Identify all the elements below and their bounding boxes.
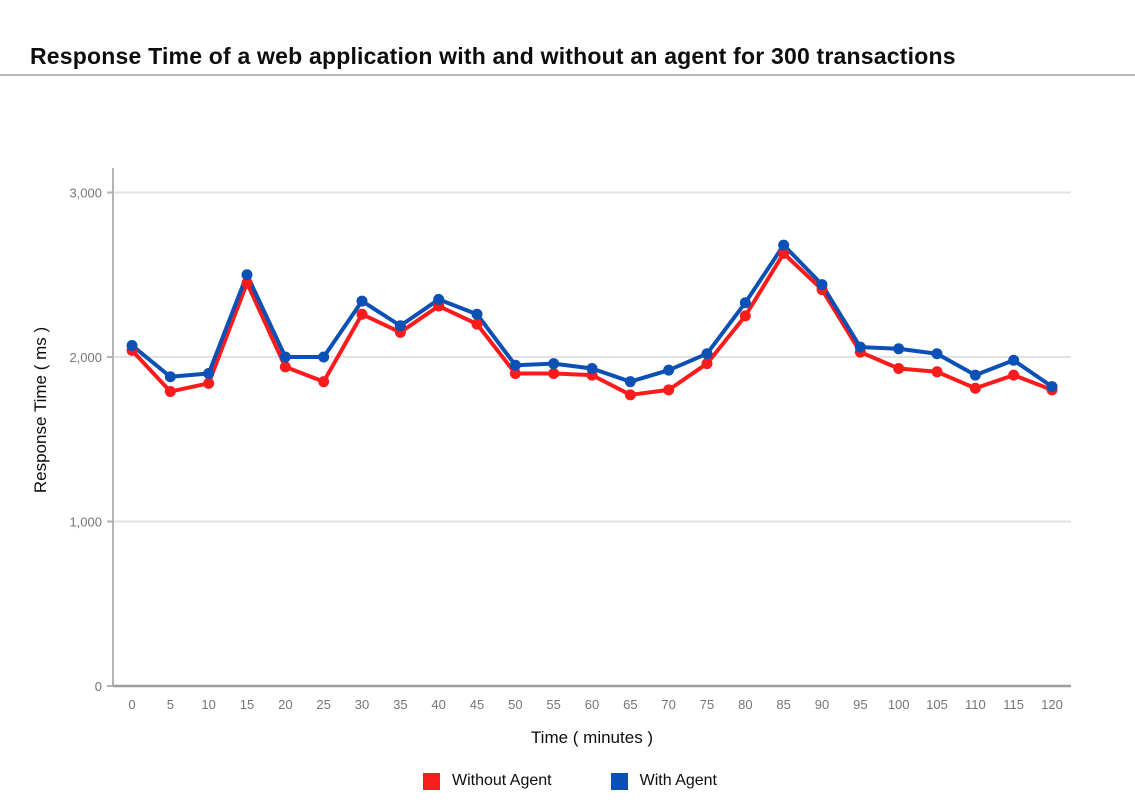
data-point-without-agent: [356, 308, 368, 320]
data-point-with-agent: [586, 363, 598, 375]
x-tick-label: 120: [1041, 697, 1063, 712]
data-point-with-agent: [241, 269, 253, 281]
data-point-with-agent: [356, 295, 368, 307]
legend-label-with-agent: With Agent: [639, 772, 717, 789]
data-point-with-agent: [548, 358, 560, 370]
data-point-without-agent: [279, 361, 291, 373]
x-tick-label: 75: [700, 697, 714, 712]
data-point-without-agent: [969, 382, 981, 394]
data-point-with-agent: [739, 297, 751, 309]
legend: Without Agent With Agent: [423, 772, 717, 790]
x-tick-label: 30: [355, 697, 369, 712]
data-point-with-agent: [203, 367, 215, 379]
data-point-with-agent: [1046, 381, 1058, 393]
legend-item-without-agent: Without Agent: [423, 772, 552, 790]
x-tick-label: 115: [1003, 697, 1024, 712]
legend-item-with-agent: With Agent: [610, 772, 717, 790]
x-tick-label: 55: [546, 697, 560, 712]
data-point-without-agent: [509, 367, 521, 379]
x-tick-label: 70: [661, 697, 675, 712]
data-point-with-agent: [126, 339, 138, 351]
data-point-without-agent: [931, 366, 943, 378]
data-point-without-agent: [624, 389, 636, 401]
data-point-with-agent: [471, 308, 483, 320]
page-title: Response Time of a web application with …: [30, 43, 956, 70]
y-axis-title: Response Time ( ms ): [31, 326, 50, 494]
x-tick-label: 35: [393, 697, 407, 712]
x-axis-title: Time ( minutes ): [530, 728, 654, 747]
data-point-with-agent: [778, 239, 790, 251]
x-tick-label: 20: [278, 697, 292, 712]
x-tick-label: 95: [853, 697, 867, 712]
legend-swatch-with-agent: [610, 772, 628, 790]
data-point-without-agent: [1008, 369, 1020, 381]
data-point-without-agent: [318, 376, 330, 388]
data-point-without-agent: [548, 367, 560, 379]
x-tick-label: 15: [240, 697, 254, 712]
data-point-without-agent: [701, 358, 713, 370]
x-tick-label: 5: [167, 697, 174, 712]
x-tick-label: 85: [776, 697, 790, 712]
y-tick-label: 1,000: [69, 515, 102, 530]
data-point-without-agent: [241, 277, 253, 289]
chart-plot: 0 1,000 2,000 3,000 0 5 10 15 20 25 30 35 40 45 50 55 60…: [69, 168, 1071, 712]
x-tick-label: 40: [431, 697, 445, 712]
data-point-with-agent: [701, 348, 713, 360]
data-point-with-agent: [816, 279, 828, 291]
data-point-without-agent: [739, 310, 751, 322]
data-point-with-agent: [893, 343, 905, 355]
x-tick-label: 100: [888, 697, 910, 712]
data-point-without-agent: [893, 363, 905, 375]
data-point-with-agent: [394, 320, 406, 332]
x-tick-label: 105: [926, 697, 948, 712]
data-point-without-agent: [203, 377, 215, 389]
data-point-with-agent: [1008, 354, 1020, 366]
x-tick-label: 10: [201, 697, 215, 712]
data-point-with-agent: [164, 371, 176, 383]
y-tick-label: 2,000: [69, 350, 102, 365]
title-divider: [0, 74, 1135, 76]
x-tick-label: 50: [508, 697, 522, 712]
x-tick-label: 80: [738, 697, 752, 712]
data-point-with-agent: [509, 359, 521, 371]
x-tick-label: 0: [128, 697, 135, 712]
data-point-with-agent: [931, 348, 943, 360]
x-tick-label: 25: [316, 697, 330, 712]
x-tick-label: 90: [815, 697, 829, 712]
x-tick-label: 65: [623, 697, 637, 712]
data-point-with-agent: [969, 369, 981, 381]
y-tick-label: 3,000: [69, 186, 102, 201]
data-point-without-agent: [471, 318, 483, 330]
x-tick-label: 45: [470, 697, 484, 712]
legend-label-without-agent: Without Agent: [452, 772, 552, 789]
data-point-with-agent: [854, 341, 866, 353]
legend-swatch-without-agent: [423, 772, 440, 790]
x-tick-label: 60: [585, 697, 599, 712]
data-point-with-agent: [433, 293, 445, 305]
data-point-with-agent: [318, 351, 330, 363]
data-point-without-agent: [164, 386, 176, 398]
chart-area: 0 1,000 2,000 3,000 0 5 10 15 20 25 30 35 40 45 50 55 60…: [0, 76, 1135, 790]
data-point-with-agent: [279, 351, 291, 363]
data-point-without-agent: [778, 247, 790, 259]
data-point-with-agent: [624, 376, 636, 388]
y-tick-label: 0: [95, 679, 102, 694]
x-tick-label: 110: [965, 697, 986, 712]
data-point-with-agent: [663, 364, 675, 376]
data-point-without-agent: [663, 384, 675, 396]
